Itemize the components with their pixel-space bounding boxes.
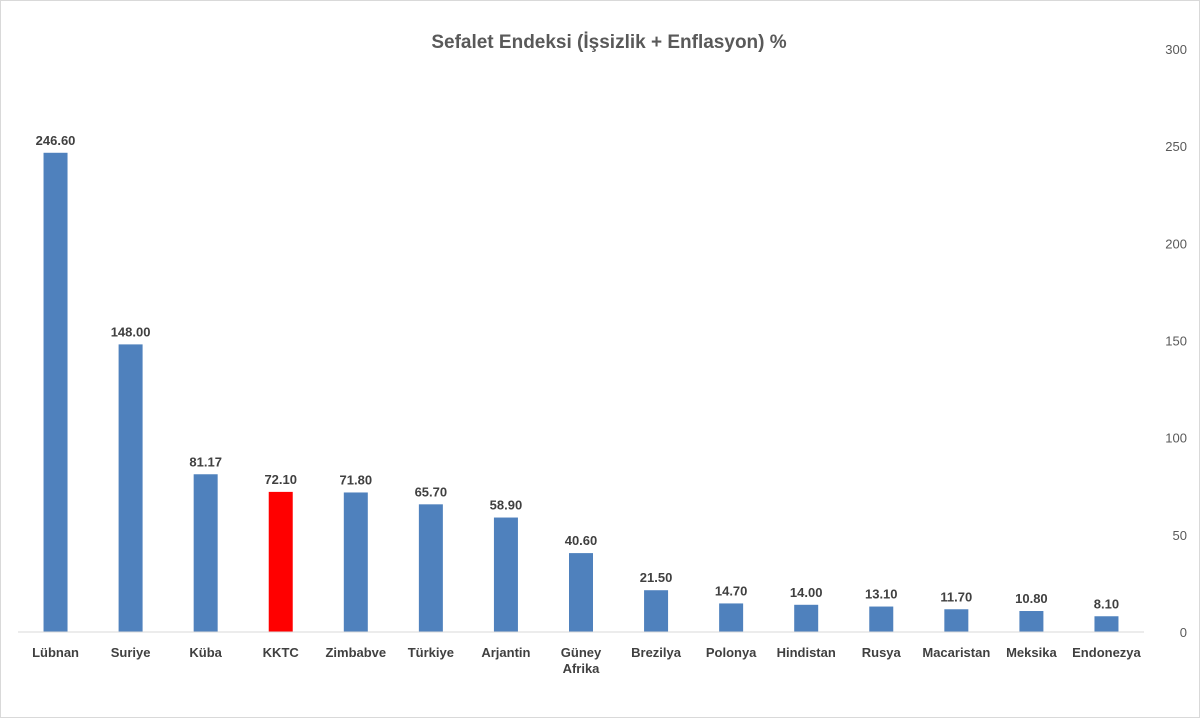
y-tick-label: 100 bbox=[1165, 431, 1187, 446]
x-tick-label: Lübnan bbox=[32, 645, 79, 660]
data-label-6: 58.90 bbox=[490, 498, 523, 513]
data-label-13: 10.80 bbox=[1015, 591, 1048, 606]
data-label-14: 8.10 bbox=[1094, 596, 1119, 611]
y-axis: 0 50 100 150 200 250 300 bbox=[1165, 42, 1187, 640]
x-tick-label: Arjantin bbox=[481, 645, 530, 660]
x-tick-label: Zimbabve bbox=[325, 645, 386, 660]
y-tick-label: 250 bbox=[1165, 139, 1187, 154]
data-label-11: 13.10 bbox=[865, 587, 898, 602]
x-tick-label: Güney bbox=[561, 645, 602, 660]
x-tick-label: Hindistan bbox=[777, 645, 836, 660]
x-tick-label: Suriye bbox=[111, 645, 151, 660]
chart-title: Sefalet Endeksi (İşsizlik + Enflasyon) % bbox=[431, 32, 786, 53]
x-tick-label: Endonezya bbox=[1072, 645, 1141, 660]
bars bbox=[43, 152, 1119, 633]
bar-14 bbox=[1094, 616, 1119, 632]
data-label-9: 14.70 bbox=[715, 583, 748, 598]
bar-0 bbox=[43, 152, 68, 633]
x-tick-label: Macaristan bbox=[922, 645, 990, 660]
x-tick-label: Afrika bbox=[563, 661, 601, 676]
x-tick-label: Polonya bbox=[706, 645, 757, 660]
bar-6 bbox=[493, 517, 518, 632]
bar-13 bbox=[1019, 611, 1044, 632]
data-label-10: 14.00 bbox=[790, 585, 823, 600]
bar-1 bbox=[118, 344, 143, 632]
bar-3 bbox=[268, 491, 293, 632]
data-label-0: 246.60 bbox=[36, 133, 76, 148]
bar-12 bbox=[944, 609, 969, 632]
y-tick-label: 150 bbox=[1165, 334, 1187, 349]
data-label-1: 148.00 bbox=[111, 324, 151, 339]
x-tick-label: Brezilya bbox=[631, 645, 682, 660]
y-tick-label: 300 bbox=[1165, 42, 1187, 57]
bar-5 bbox=[418, 504, 443, 632]
bar-8 bbox=[644, 590, 669, 632]
x-tick-label: Meksika bbox=[1006, 645, 1057, 660]
data-label-8: 21.50 bbox=[640, 570, 673, 585]
data-label-12: 11.70 bbox=[940, 589, 972, 604]
bar-7 bbox=[569, 553, 593, 632]
y-tick-label: 50 bbox=[1173, 528, 1187, 543]
data-labels: 246.60 148.00 81.17 72.10 71.80 65.70 58.90 40.… bbox=[36, 133, 1119, 611]
x-tick-label: KKTC bbox=[263, 645, 300, 660]
bar-9 bbox=[719, 603, 744, 632]
x-axis: Lübnan Suriye Küba KKTC Zimbabve Türkiye Arjan… bbox=[18, 631, 1144, 676]
data-label-5: 65.70 bbox=[415, 484, 448, 499]
data-label-2: 81.17 bbox=[189, 454, 222, 469]
y-tick-label: 200 bbox=[1165, 236, 1187, 251]
bar-10 bbox=[794, 604, 819, 632]
x-tick-label: Küba bbox=[189, 645, 222, 660]
x-tick-label: Rusya bbox=[862, 645, 902, 660]
x-tick-label: Türkiye bbox=[408, 645, 454, 660]
data-label-4: 71.80 bbox=[340, 472, 373, 487]
data-label-3: 72.10 bbox=[264, 472, 297, 487]
bar-4 bbox=[343, 492, 368, 632]
bar-2 bbox=[193, 474, 218, 632]
bar-11 bbox=[869, 606, 894, 632]
y-tick-label: 0 bbox=[1180, 625, 1187, 640]
data-label-7: 40.60 bbox=[565, 533, 598, 548]
